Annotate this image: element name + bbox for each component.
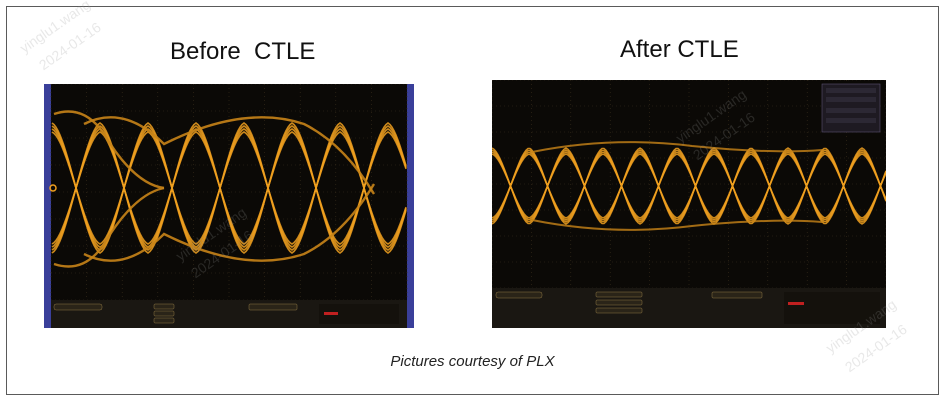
measurement-row bbox=[826, 88, 876, 93]
channel-readout bbox=[53, 303, 103, 311]
measure-readout bbox=[153, 303, 175, 310]
eye-trace bbox=[83, 183, 376, 262]
measure-readout bbox=[595, 291, 643, 298]
eye-trace bbox=[531, 141, 823, 153]
eye-trace bbox=[492, 147, 886, 225]
measurement-row bbox=[826, 97, 876, 102]
trigger-readout bbox=[248, 303, 298, 311]
eye-trace bbox=[53, 110, 165, 190]
before-ctle-eye-diagram bbox=[44, 84, 414, 328]
eye-trace bbox=[531, 219, 823, 231]
trigger-readout bbox=[711, 291, 763, 299]
figure-caption: Pictures courtesy of PLX bbox=[390, 353, 555, 370]
left-bezel bbox=[44, 84, 51, 328]
eye-trace bbox=[83, 116, 376, 195]
after-ctle-eye-diagram bbox=[492, 80, 886, 328]
timebase-readout bbox=[319, 304, 399, 324]
after-ctle-scope-image bbox=[492, 80, 886, 328]
run-indicator bbox=[324, 312, 338, 315]
eye-traces bbox=[492, 141, 886, 231]
eye-trace bbox=[53, 186, 165, 268]
measure-readout bbox=[595, 299, 643, 306]
before-ctle-title: Before CTLE bbox=[170, 38, 316, 65]
after-ctle-title: After CTLE bbox=[620, 36, 739, 63]
measure-readout bbox=[153, 317, 175, 324]
timebase-readout bbox=[784, 292, 880, 324]
eye-trace bbox=[492, 147, 886, 225]
right-bezel bbox=[407, 84, 414, 328]
channel-readout bbox=[495, 291, 543, 299]
measurement-row bbox=[826, 108, 876, 113]
run-indicator bbox=[788, 302, 804, 305]
before-ctle-scope-image bbox=[44, 84, 414, 328]
measure-readout bbox=[595, 307, 643, 314]
eye-traces bbox=[51, 110, 407, 268]
measure-readout bbox=[153, 310, 175, 317]
measurement-row bbox=[826, 118, 876, 123]
trigger-marker-icon bbox=[49, 184, 57, 192]
